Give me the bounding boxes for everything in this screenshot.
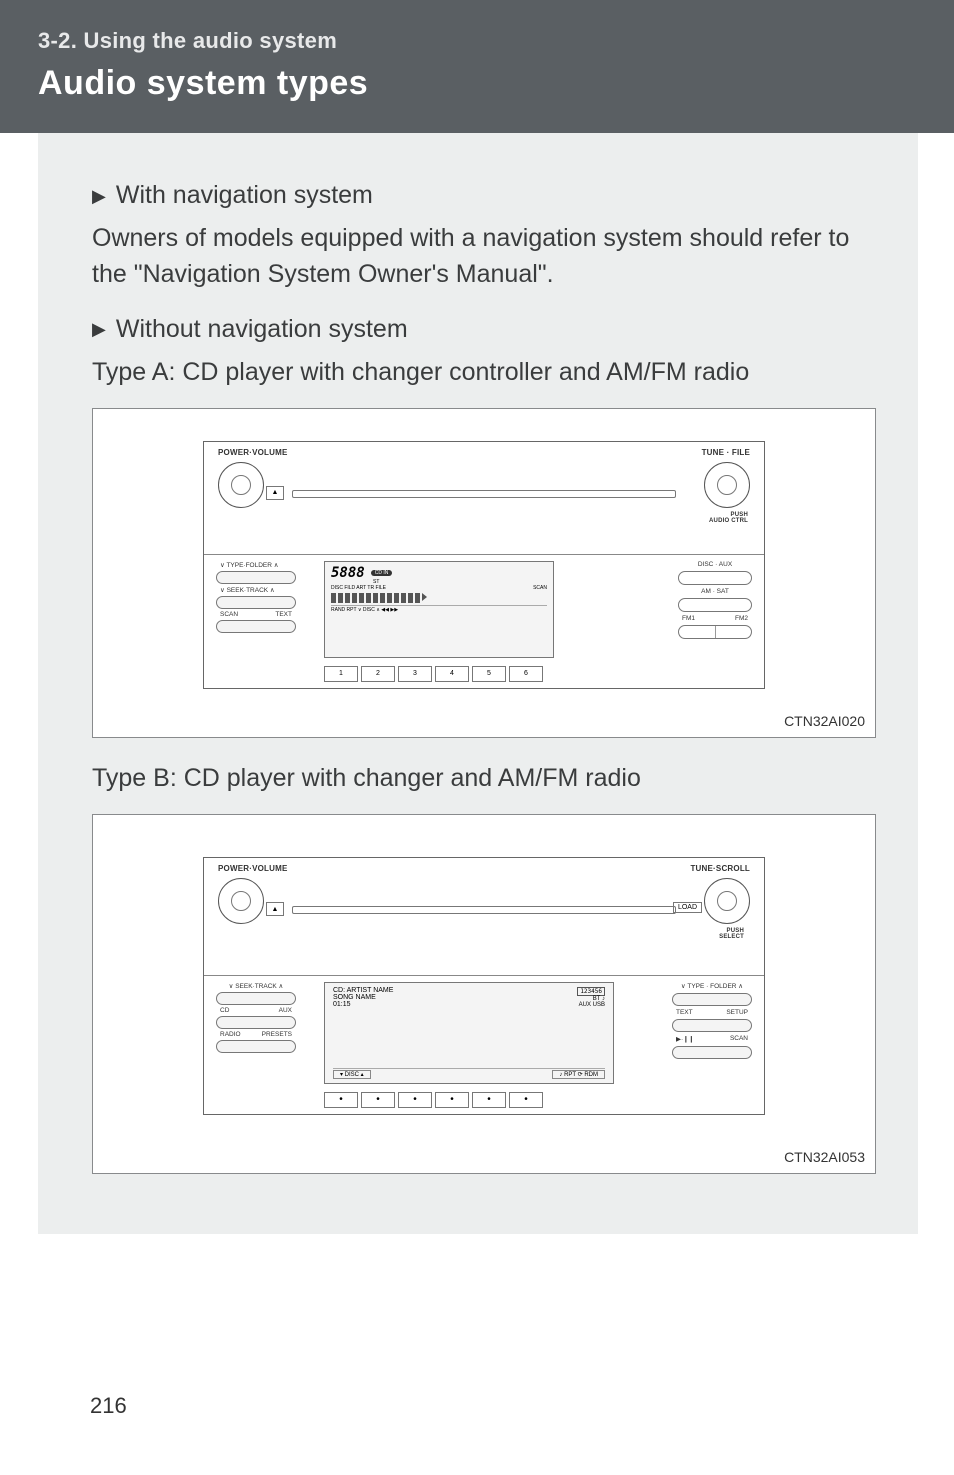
am-sat-pill	[678, 598, 752, 612]
display-a: 5888 CD IN ST DISC FILD ART TR FILESCAN …	[324, 561, 554, 658]
bullet-without-nav: ▶ Without navigation system	[92, 315, 876, 344]
tune-scroll-knob	[704, 878, 750, 924]
track-counter: 123456	[577, 987, 605, 996]
content-box: ▶ With navigation system Owners of model…	[38, 133, 918, 1234]
preset-dot-2: •	[361, 1092, 395, 1108]
disc-aux-label: DISC · AUX	[678, 561, 752, 568]
figure-b-radio: POWER·VOLUME TUNE·SCROLL PUSH SELECT ▲ L…	[203, 857, 765, 1115]
left-controls-a: ∨ TYPE·FOLDER ∧ ∨ SEEK·TRACK ∧ SCANTEXT	[216, 561, 296, 633]
preset-2: 2	[361, 666, 395, 682]
cd-in-badge: CD IN	[371, 570, 393, 576]
figure-a-frame: POWER·VOLUME TUNE · FILE PUSH AUDIO CTRL…	[92, 408, 876, 738]
header-band: 3-2. Using the audio system Audio system…	[0, 0, 954, 133]
disc-nav: ▾ DISC ▴	[333, 1070, 371, 1079]
rpt-rdm: ♪ RPT ⟳ RDM	[552, 1070, 605, 1079]
figure-a-code: CTN32AI020	[784, 713, 865, 729]
preset-dot-5: •	[472, 1092, 506, 1108]
type-folder-label-b: ∨ TYPE · FOLDER ∧	[672, 982, 752, 990]
disc-slot-b	[292, 906, 676, 914]
preset-row-a: 1 2 3 4 5 6	[324, 666, 543, 682]
select-label: PUSH SELECT	[719, 928, 744, 940]
power-volume-knob-b	[218, 878, 264, 924]
right-controls-b: ∨ TYPE · FOLDER ∧ TEXTSETUP ▶·❙❙SCAN	[672, 982, 752, 1059]
preset-dot-3: •	[398, 1092, 432, 1108]
section-label: 3-2. Using the audio system	[38, 28, 954, 54]
load-button: LOAD	[673, 902, 702, 913]
seek-track-label: ∨ SEEK·TRACK ∧	[216, 586, 296, 594]
tune-file-knob	[704, 462, 750, 508]
right-controls-a: DISC · AUX AM · SAT FM1FM2	[678, 561, 752, 639]
disc-aux-pill	[678, 571, 752, 585]
with-nav-heading: With navigation system	[116, 181, 373, 210]
time-line: 01:15	[333, 1001, 393, 1008]
page-number: 216	[90, 1393, 127, 1419]
preset-5: 5	[472, 666, 506, 682]
power-volume-label: POWER·VOLUME	[218, 448, 288, 457]
power-volume-label-b: POWER·VOLUME	[218, 864, 288, 873]
left-controls-b: ∨ SEEK·TRACK ∧ CDAUX RADIOPRESETS	[216, 982, 296, 1053]
type-a-desc: Type A: CD player with changer controlle…	[92, 354, 876, 390]
preset-6: 6	[509, 666, 543, 682]
screen-bottom-row: RAND RPT ∨ DISC ∧ ◀◀ ▶▶	[331, 605, 547, 613]
eject-button-b: ▲	[266, 902, 284, 916]
scan-text-pill	[216, 620, 296, 633]
with-nav-paragraph: Owners of models equipped with a navigat…	[92, 220, 876, 293]
without-nav-heading: Without navigation system	[116, 315, 408, 344]
seek-track-pill	[216, 596, 296, 609]
segment-bars	[331, 593, 547, 603]
am-sat-label: AM · SAT	[678, 588, 752, 595]
type-folder-pill-b	[672, 993, 752, 1006]
eject-button: ▲	[266, 486, 284, 500]
triangle-icon: ▶	[92, 187, 106, 205]
bullet-with-nav: ▶ With navigation system	[92, 181, 876, 210]
preset-4: 4	[435, 666, 469, 682]
preset-dot-6: •	[509, 1092, 543, 1108]
preset-dot-4: •	[435, 1092, 469, 1108]
figure-b-frame: POWER·VOLUME TUNE·SCROLL PUSH SELECT ▲ L…	[92, 814, 876, 1174]
page-title: Audio system types	[38, 64, 954, 103]
artist-line: CD: ARTIST NAME	[333, 987, 393, 994]
radio-presets-pill	[216, 1040, 296, 1053]
disc-slot	[292, 490, 676, 498]
triangle-icon: ▶	[92, 320, 106, 338]
play-scan-pill	[672, 1046, 752, 1059]
power-volume-knob	[218, 462, 264, 508]
preset-row-b: • • • • • •	[324, 1092, 543, 1108]
preset-dot-1: •	[324, 1092, 358, 1108]
type-folder-label: ∨ TYPE·FOLDER ∧	[216, 561, 296, 569]
display-b: CD: ARTIST NAME SONG NAME 01:15 123456 B…	[324, 982, 614, 1084]
figure-a-radio: POWER·VOLUME TUNE · FILE PUSH AUDIO CTRL…	[203, 441, 765, 689]
fm-pill	[678, 625, 752, 639]
aux-usb-icons: AUX USB	[577, 1002, 605, 1008]
text-setup-pill	[672, 1019, 752, 1032]
freq-display: 5888	[331, 565, 365, 581]
preset-1: 1	[324, 666, 358, 682]
type-b-desc: Type B: CD player with changer and AM/FM…	[92, 760, 876, 796]
tune-file-label: TUNE · FILE	[702, 448, 750, 457]
tune-scroll-label: TUNE·SCROLL	[690, 864, 750, 873]
seek-track-label-b: ∨ SEEK·TRACK ∧	[216, 982, 296, 990]
song-line: SONG NAME	[333, 994, 393, 1001]
cd-aux-pill	[216, 1016, 296, 1029]
preset-3: 3	[398, 666, 432, 682]
figure-b-code: CTN32AI053	[784, 1149, 865, 1165]
seek-track-pill-b	[216, 992, 296, 1005]
audio-ctrl-label: PUSH AUDIO CTRL	[709, 512, 748, 524]
type-folder-pill	[216, 571, 296, 584]
